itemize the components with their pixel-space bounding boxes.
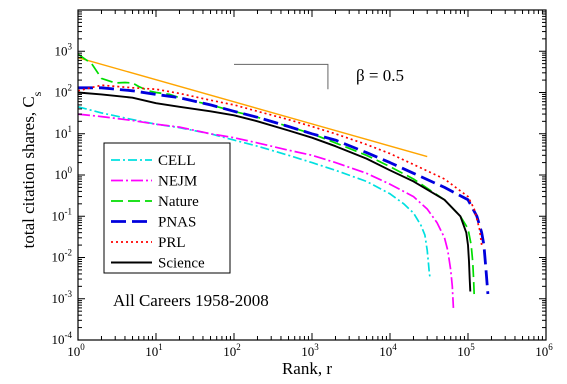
x-tick-label: 106: [535, 342, 553, 359]
y-axis-title-subscript: s: [30, 91, 44, 96]
legend-label-nejm: NEJM: [158, 174, 197, 190]
x-tick-label: 100: [67, 342, 85, 359]
x-tick-label: 104: [379, 342, 397, 359]
y-tick-label: 103: [55, 41, 73, 58]
axis-ticks: [77, 9, 547, 341]
series-line-nejm: [77, 113, 455, 308]
y-tick-label: 100: [55, 165, 73, 182]
careers-annotation: All Careers 1958-2008: [113, 291, 269, 310]
legend-label-science: Science: [158, 256, 205, 272]
y-tick-label: 10-1: [52, 206, 73, 223]
y-tick-label: 10-2: [52, 248, 73, 265]
x-axis-title: Rank, r: [282, 359, 332, 378]
y-tick-label: 101: [55, 124, 73, 141]
y-axis-title-main: total citation shares, C: [19, 96, 38, 248]
legend: CELL NEJM Nature PNAS PRL Science: [103, 142, 231, 274]
legend-box: [103, 142, 231, 274]
x-tick-label: 103: [301, 342, 319, 359]
plot-curves: [77, 53, 490, 308]
x-tick-label: 101: [145, 342, 163, 359]
slope-marker: [234, 63, 329, 90]
reference-slope-line: [77, 56, 428, 158]
legend-label-prl: PRL: [158, 235, 186, 251]
series-line-pnas: [78, 86, 490, 295]
tick-labels: 100 101 102 103 104 105 106 10-4 10-3 10-2 10-1 100…: [52, 41, 554, 359]
y-tick-label: 102: [55, 83, 73, 100]
y-tick-label: 10-4: [52, 330, 73, 347]
y-tick-label: 10-3: [52, 289, 73, 306]
y-axis-title: total citation shares, Cs: [19, 91, 44, 248]
series-line-science: [77, 91, 472, 292]
beta-label: β = 0.5: [356, 66, 404, 85]
legend-label-cell: CELL: [158, 153, 196, 169]
plot-annotations: β = 0.5 All Careers 1958-2008: [113, 66, 404, 310]
legend-label-nature: Nature: [158, 194, 199, 210]
series-line-prl: [77, 84, 483, 246]
x-tick-label: 102: [223, 342, 241, 359]
x-tick-label: 105: [457, 342, 475, 359]
legend-label-pnas: PNAS: [158, 215, 196, 231]
